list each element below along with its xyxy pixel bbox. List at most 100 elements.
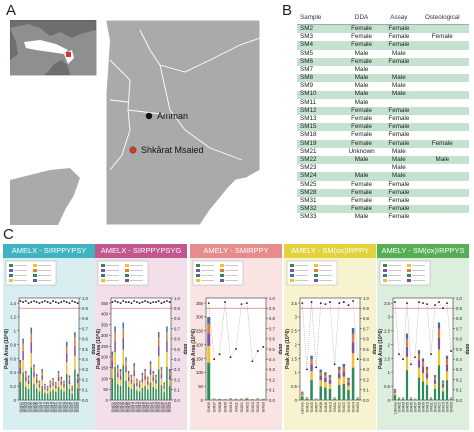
y2tick-label: 0.6 <box>82 337 88 342</box>
bar-segment <box>342 364 346 367</box>
bar-segment <box>76 376 79 380</box>
assay-cell: Female <box>382 139 416 148</box>
xtick-label: SM18 <box>48 401 53 412</box>
bar-segment <box>437 337 441 350</box>
bar-segment <box>301 394 304 397</box>
bar-segment <box>393 395 397 400</box>
assay-cell: Female <box>382 41 416 50</box>
bar-segment <box>445 371 449 381</box>
bar-segment <box>19 363 22 368</box>
ytick-label: 300 <box>196 315 204 320</box>
bar-segment <box>405 346 409 357</box>
bar-segment <box>337 373 341 379</box>
xtick-label: SM19 <box>142 401 147 412</box>
assay-cell: Female <box>382 115 416 124</box>
bar-segment <box>63 391 65 400</box>
y2tick-label: 0.7 <box>82 326 88 331</box>
dotp-point <box>352 300 354 302</box>
sample-cell: SM22 <box>297 156 341 165</box>
xtick-label: SM21 <box>53 401 58 412</box>
bar-segment <box>347 382 350 386</box>
bar-segment <box>35 388 38 400</box>
bar-segment <box>25 373 27 377</box>
bar-segment <box>41 386 43 400</box>
legend-swatch <box>9 269 13 272</box>
ytick-label: 1 <box>388 370 391 375</box>
xtick-label: SM22 <box>148 401 153 412</box>
xtick-label: SM31 <box>162 401 167 412</box>
chart-panel-3: AMELY - SMIRPPY 0 50 100 150 200 250 300 350 0.0 0… <box>190 244 282 430</box>
bar-segment <box>417 377 421 400</box>
bar-segment <box>324 377 327 383</box>
bar-segment <box>114 341 116 353</box>
y2tick-label: 0.8 <box>82 316 88 321</box>
bar-segment <box>425 385 429 400</box>
ytick-label: 200 <box>101 355 109 360</box>
dda-cell: Female <box>341 57 383 66</box>
xtick-label: SM03 <box>112 401 117 412</box>
bar-segment <box>127 386 130 400</box>
dda-cell: Male <box>341 90 383 99</box>
bar-segment <box>57 376 60 382</box>
y2tick-label: 0.9 <box>82 306 88 311</box>
osteological-cell <box>415 123 469 132</box>
bar-segment <box>68 388 71 400</box>
xtick-label: SM06 <box>29 401 34 412</box>
bar-segment <box>27 388 30 400</box>
dda-cell: Female <box>341 123 383 132</box>
ylabel: Peak Area (10^6) <box>285 329 291 369</box>
ytick-label: 0.6 <box>10 356 16 361</box>
bar-segment <box>65 353 68 363</box>
xtick-label: SM05 <box>309 401 314 412</box>
bar-segment <box>49 391 52 400</box>
bar-segment <box>155 383 157 389</box>
bar-segment <box>52 378 54 380</box>
table-row: SM24 Male Male <box>297 172 469 181</box>
bar-segment <box>71 386 73 389</box>
bar-segment <box>337 385 341 400</box>
ylabel: Peak Area (10^6) <box>191 329 197 369</box>
dda-cell: Male <box>341 156 383 165</box>
legend-swatch <box>220 279 224 282</box>
col-osteological: Osteological <box>415 14 469 25</box>
bar-segment <box>136 378 138 381</box>
panel-a-label: A <box>6 2 17 19</box>
xtick-label: SM24 <box>350 401 355 412</box>
legend-swatch <box>101 269 105 272</box>
bar-segment <box>324 382 327 388</box>
legend <box>379 260 431 286</box>
y2tick-label: 0.8 <box>456 316 462 321</box>
bar-segment <box>433 380 437 384</box>
bar-segment <box>119 386 122 400</box>
assay-cell: Male <box>382 172 416 181</box>
bar-segment <box>30 333 33 343</box>
bar-segment <box>57 370 60 374</box>
bar-segment <box>413 399 417 400</box>
dda-cell: Female <box>341 24 383 34</box>
legend-swatch <box>290 274 294 277</box>
bar-segment <box>130 376 133 380</box>
sample-cell: SM11 <box>297 98 341 107</box>
bar-segment <box>147 381 149 385</box>
y2tick-label: 0.5 <box>363 347 369 352</box>
y2tick-label: 0.8 <box>269 316 275 321</box>
y2label: dotp <box>277 344 282 355</box>
ytick-label: 0 <box>14 398 17 403</box>
bar-segment <box>133 383 135 400</box>
ytick-label: 0.8 <box>10 342 16 347</box>
bar-segment <box>125 372 127 381</box>
bar-segment <box>68 375 71 378</box>
dda-cell: Male <box>341 98 383 107</box>
bar-segment <box>46 385 49 387</box>
bar-segment <box>27 380 30 385</box>
table-row: SM31 Female Female <box>297 196 469 206</box>
y2tick-label: 0.3 <box>269 367 275 372</box>
xtick-label: SM11 <box>332 401 337 412</box>
legend-swatch <box>33 279 37 282</box>
dotp-point <box>133 300 136 302</box>
legend-swatch <box>407 279 411 282</box>
bar-segment <box>125 357 127 361</box>
bar-segment <box>35 376 38 380</box>
dda-cell: Female <box>341 139 383 148</box>
chart-body: 0 0.2 0.4 0.6 0.8 1 1.2 1.4 0.0 0.1 0.2 0.3 0.4 0.5 0.… <box>3 258 95 430</box>
